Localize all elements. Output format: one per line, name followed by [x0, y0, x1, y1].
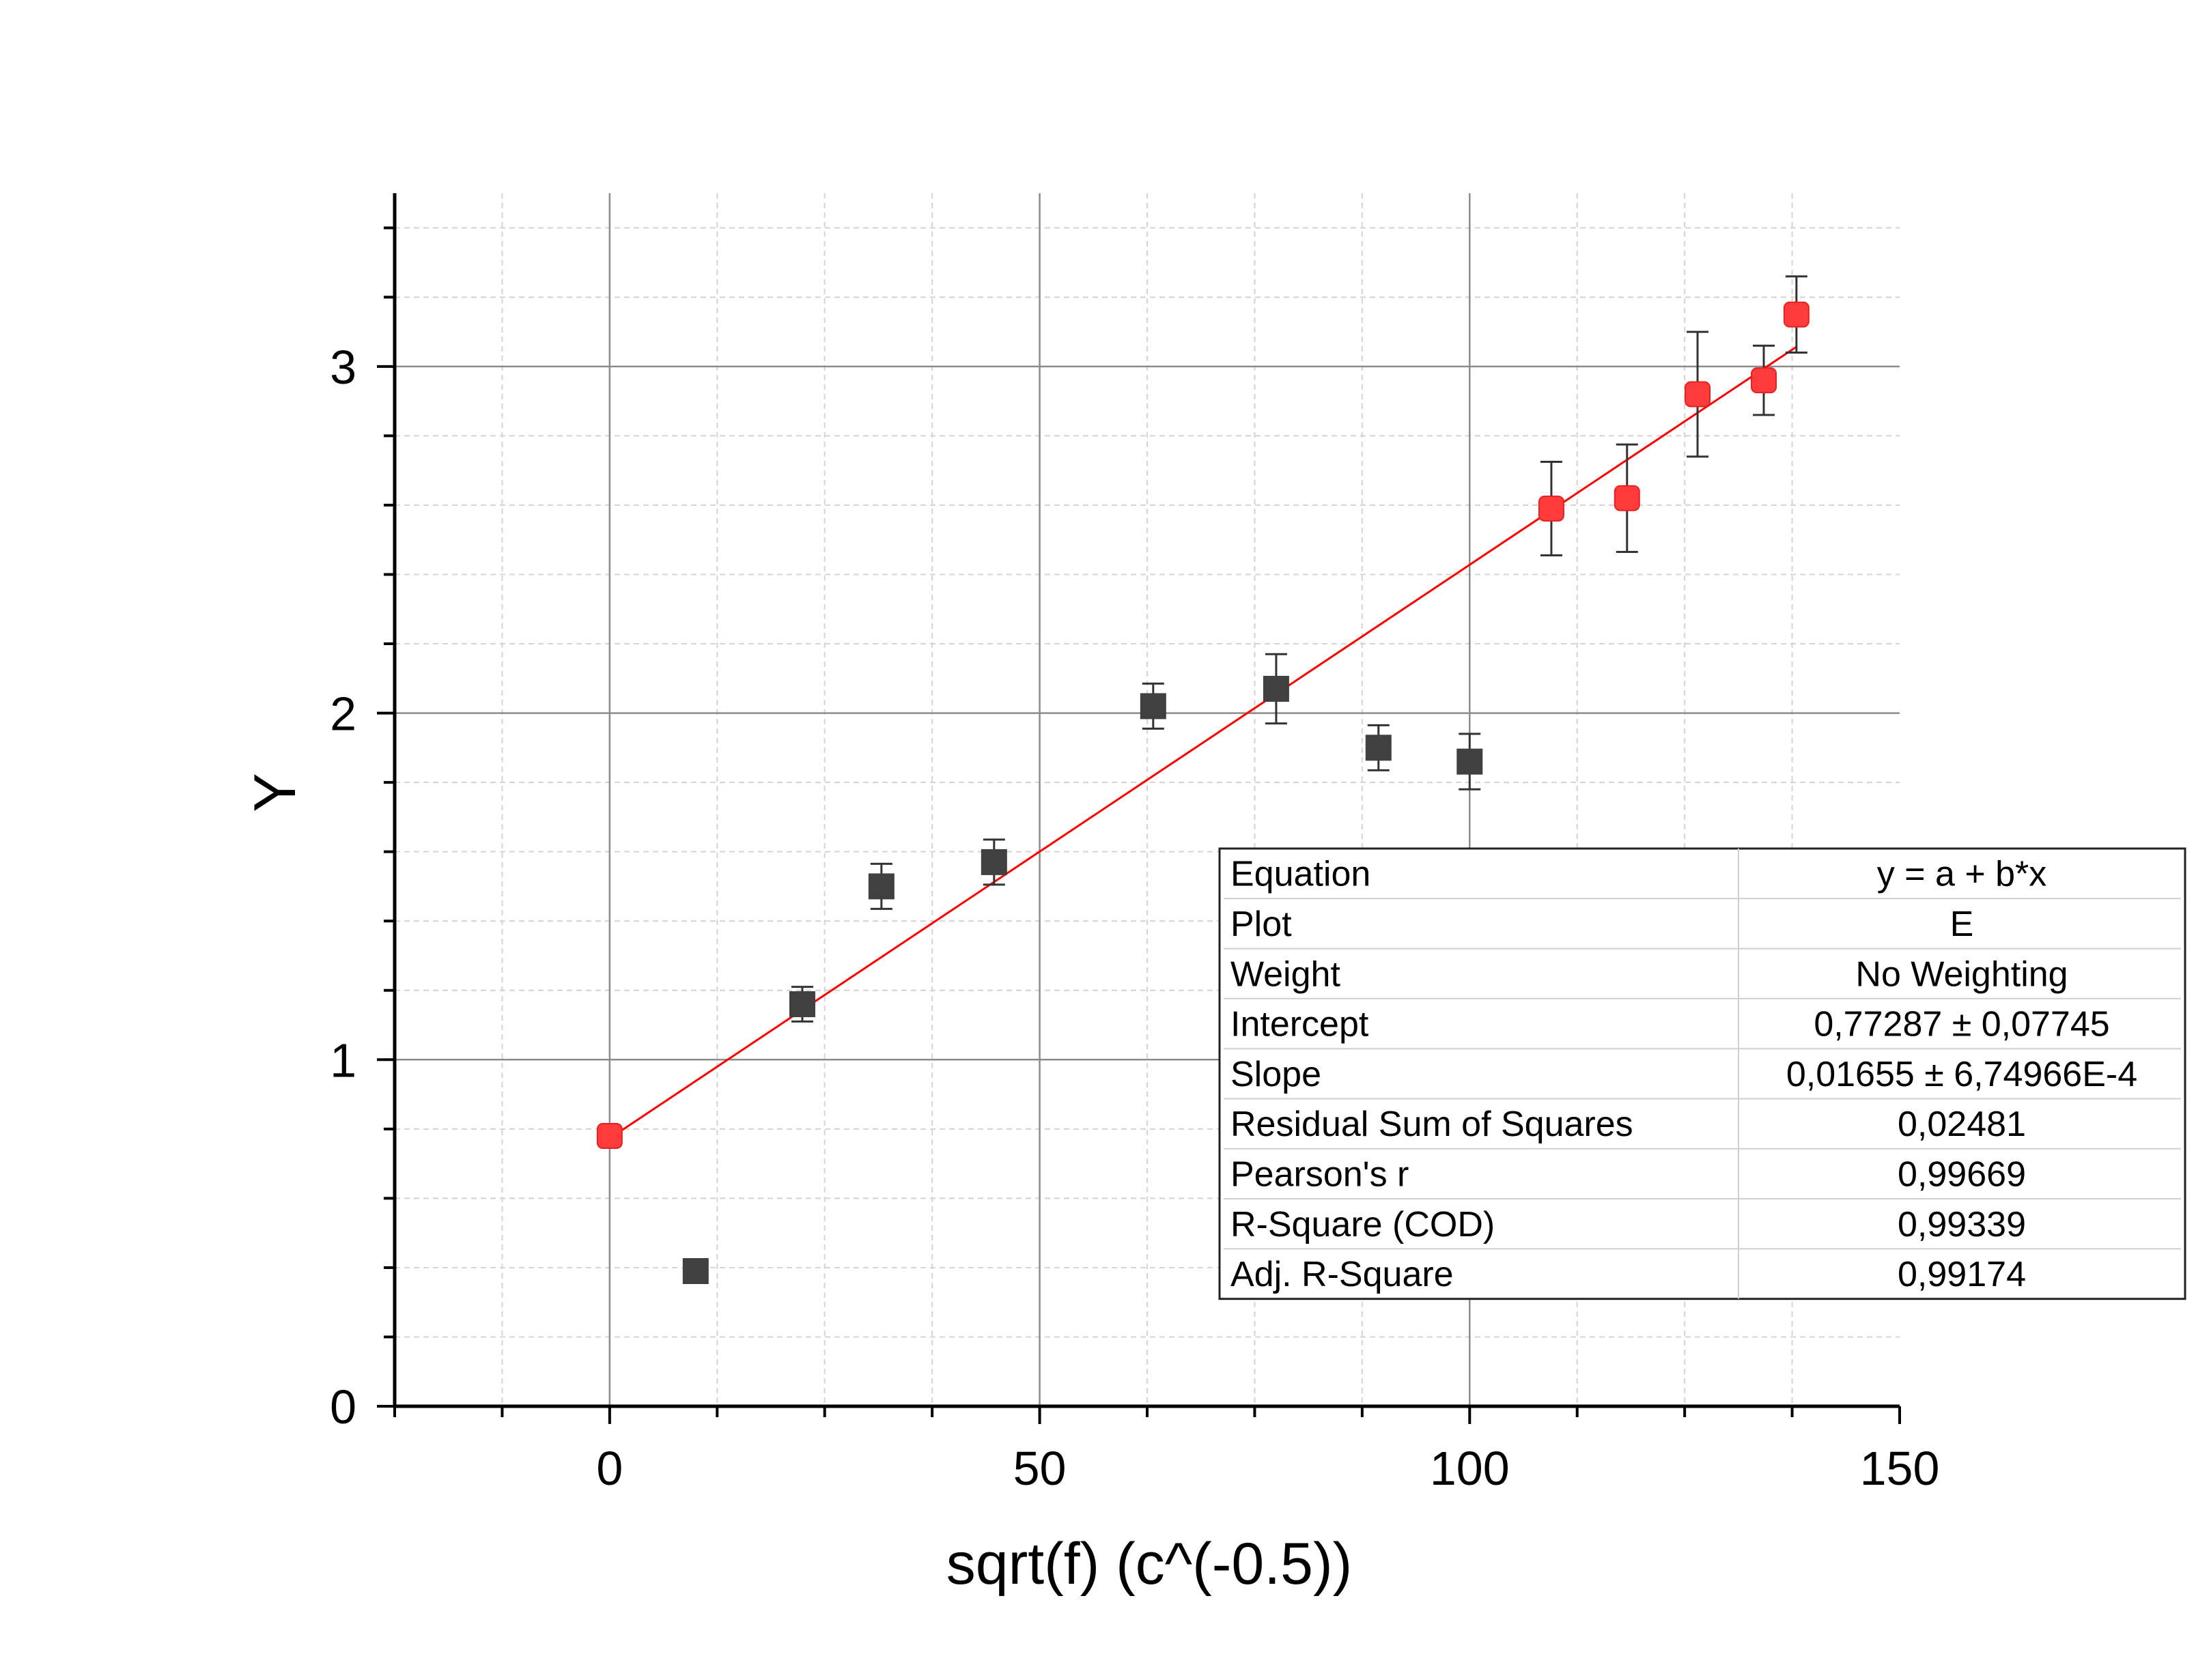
stats-label: Weight — [1230, 954, 1340, 994]
axes — [377, 193, 1901, 1424]
stats-table-frame — [1218, 847, 2186, 1300]
data-point — [981, 849, 1007, 875]
x-tick-label: 100 — [1430, 1442, 1510, 1495]
tick-labels: 0 50 100 150 0 1 2 3 — [330, 341, 1939, 1495]
stats-value: E — [1950, 905, 1974, 944]
data-point — [1456, 748, 1483, 775]
fit-data-point — [596, 1122, 623, 1149]
x-tick-label: 150 — [1860, 1442, 1940, 1495]
fit-data-point — [1751, 367, 1777, 394]
y-tick-label: 0 — [330, 1380, 356, 1434]
stats-label: Pearson's r — [1230, 1154, 1409, 1194]
stats-value: No Weighting — [1855, 954, 2068, 994]
stats-value: 0,01655 ± 6,74966E-4 — [1786, 1055, 2137, 1094]
stats-label: Plot — [1230, 905, 1292, 944]
x-axis-title: sqrt(f) (c^(-0.5)) — [946, 1531, 1353, 1597]
data-point — [789, 991, 815, 1018]
data-points — [596, 275, 1810, 1284]
data-point — [682, 1257, 709, 1284]
fit-data-point — [1685, 381, 1711, 408]
y-tick-label: 2 — [330, 687, 356, 741]
data-point — [1140, 693, 1166, 720]
fit-data-point — [1783, 301, 1810, 328]
data-point — [1263, 676, 1289, 702]
y-tick-label: 1 — [330, 1034, 356, 1087]
y-axis-title: Y — [242, 773, 308, 812]
stats-value: 0,99339 — [1898, 1205, 2026, 1244]
stats-label: Equation — [1230, 855, 1370, 894]
stats-value: 0,99669 — [1898, 1154, 2026, 1194]
fit-stats-table: Equation y = a + b*x Plot E Weight No Weighti… — [1218, 847, 2186, 1300]
stats-label: R-Square (COD) — [1230, 1205, 1495, 1244]
x-tick-label: 50 — [1013, 1442, 1067, 1495]
data-point — [1365, 735, 1392, 761]
stats-label: Residual Sum of Squares — [1230, 1105, 1633, 1144]
fit-data-point — [1614, 485, 1640, 511]
fit-data-point — [1538, 496, 1564, 522]
stats-label: Intercept — [1230, 1005, 1369, 1044]
stats-value: 0,77287 ± 0,07745 — [1814, 1005, 2109, 1044]
stats-label: Adj. R-Square — [1230, 1255, 1454, 1294]
data-point — [868, 873, 895, 900]
stats-label: Slope — [1230, 1055, 1321, 1094]
stats-value: 0,02481 — [1898, 1105, 2026, 1144]
x-tick-label: 0 — [596, 1442, 623, 1495]
stats-value: 0,99174 — [1898, 1255, 2026, 1294]
stats-value: y = a + b*x — [1877, 855, 2047, 894]
y-tick-label: 3 — [330, 341, 356, 394]
